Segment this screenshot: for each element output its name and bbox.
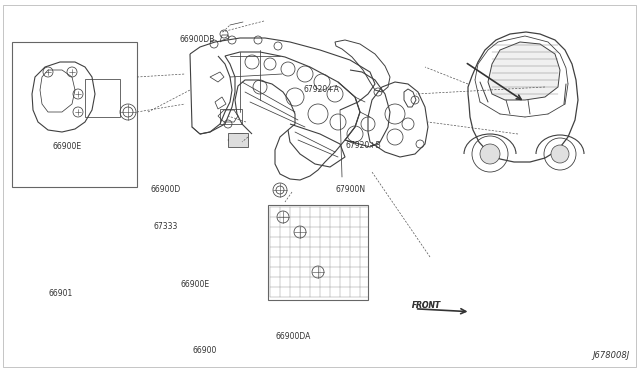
Text: 67920+A: 67920+A (304, 85, 340, 94)
Circle shape (480, 144, 500, 164)
Text: 67920+B: 67920+B (346, 141, 381, 150)
Bar (268, 205, 368, 300)
Text: 66900: 66900 (193, 346, 217, 355)
Text: 67900N: 67900N (336, 185, 366, 194)
Bar (228, 133, 248, 147)
Bar (12, 42, 137, 187)
Text: 66900DB: 66900DB (179, 35, 215, 44)
Polygon shape (228, 134, 248, 146)
Text: 67333: 67333 (154, 222, 178, 231)
Text: J678008J: J678008J (593, 351, 630, 360)
Text: 66900D: 66900D (150, 185, 180, 194)
Text: 66900DA: 66900DA (275, 332, 310, 341)
Polygon shape (488, 42, 560, 100)
Bar (85, 79, 120, 117)
Text: FRONT: FRONT (412, 301, 441, 310)
Circle shape (551, 145, 569, 163)
Text: 66900E: 66900E (180, 280, 210, 289)
Text: 66901: 66901 (49, 289, 73, 298)
Text: FRONT: FRONT (412, 301, 442, 310)
Bar (220, 109, 242, 124)
Text: 66900E: 66900E (52, 142, 82, 151)
